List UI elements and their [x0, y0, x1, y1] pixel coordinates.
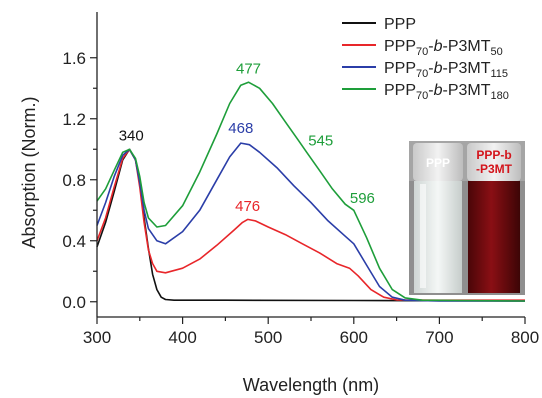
x-tick-label: 700 [425, 328, 453, 347]
x-axis-title: Wavelength (nm) [243, 375, 379, 395]
y-tick-label: 1.6 [62, 49, 86, 68]
vial-copolymer: PPP-b -P3MT [467, 143, 521, 293]
legend-label-part: b [434, 60, 443, 77]
legend-label: PPP [384, 16, 416, 33]
legend-label-part: 50 [491, 46, 503, 58]
series-curves [96, 81, 526, 302]
vial-copolymer-cap [467, 143, 521, 181]
x-tick-label: 800 [511, 328, 539, 347]
peak-label-545: 545 [308, 132, 333, 149]
legend-label-part: - [428, 38, 433, 55]
legend-label-part: - [428, 60, 433, 77]
legend-label-part: b [434, 82, 443, 99]
legend-label-part: 70 [416, 68, 428, 80]
legend-label-part: - [428, 82, 433, 99]
vial-photo-inset: PPP PPP-b -P3MT [409, 141, 525, 295]
vial-ppp-label: PPP [426, 156, 450, 170]
vial-copolymer-label-line1: PPP-b [476, 148, 511, 162]
vial-ppp-glare [420, 184, 426, 288]
y-tick-label: 0.4 [62, 232, 86, 251]
legend-label-part: b [434, 38, 443, 55]
legend-label-part: PPP [384, 60, 416, 77]
legend-label-part: -P3MT [443, 60, 491, 77]
x-tick-label: 300 [83, 328, 111, 347]
y-axis-title: Absorption (Norm.) [19, 96, 39, 248]
legend-label-part: -P3MT [443, 82, 491, 99]
x-tick-label: 500 [254, 328, 282, 347]
vial-copolymer-label-line2: -P3MT [476, 162, 513, 176]
legend-label-part: -P3MT [443, 38, 491, 55]
peak-label-477: 477 [236, 61, 261, 78]
peak-label-476: 476 [235, 198, 260, 215]
y-tick-label: 1.2 [62, 110, 86, 129]
legend-label-part: PPP [384, 82, 416, 99]
vial-copolymer-body [468, 181, 520, 293]
legend-label: PPP70-b-P3MT115 [384, 60, 508, 80]
legend-label: PPP70-b-P3MT180 [384, 82, 509, 102]
legend-label-part: PPP [384, 38, 416, 55]
vial-ppp-cap [413, 143, 463, 181]
peak-label-340: 340 [119, 128, 144, 145]
axes: 300 400 500 600 700 800 0.0 0.4 0.8 1.2 1.6 Wavelen… [19, 12, 539, 395]
legend-label-part: 70 [416, 46, 428, 58]
peak-label-468: 468 [228, 120, 253, 137]
y-tick-label: 0.0 [62, 293, 86, 312]
legend-label-part: 115 [491, 68, 509, 80]
peak-annotations: 340 476 468 477 545 596 [119, 61, 375, 215]
legend-label-part: 70 [416, 90, 428, 102]
series-line-3 [96, 81, 526, 302]
x-tick-label: 600 [340, 328, 368, 347]
y-tick-label: 0.8 [62, 171, 86, 190]
x-tick-label: 400 [168, 328, 196, 347]
peak-label-596: 596 [350, 190, 375, 207]
legend: PPPPPP70-b-P3MT50PPP70-b-P3MT115PPP70-b-… [342, 16, 509, 102]
legend-label-part: 180 [491, 90, 509, 102]
vial-ppp: PPP [413, 143, 463, 293]
legend-label: PPP70-b-P3MT50 [384, 38, 503, 58]
